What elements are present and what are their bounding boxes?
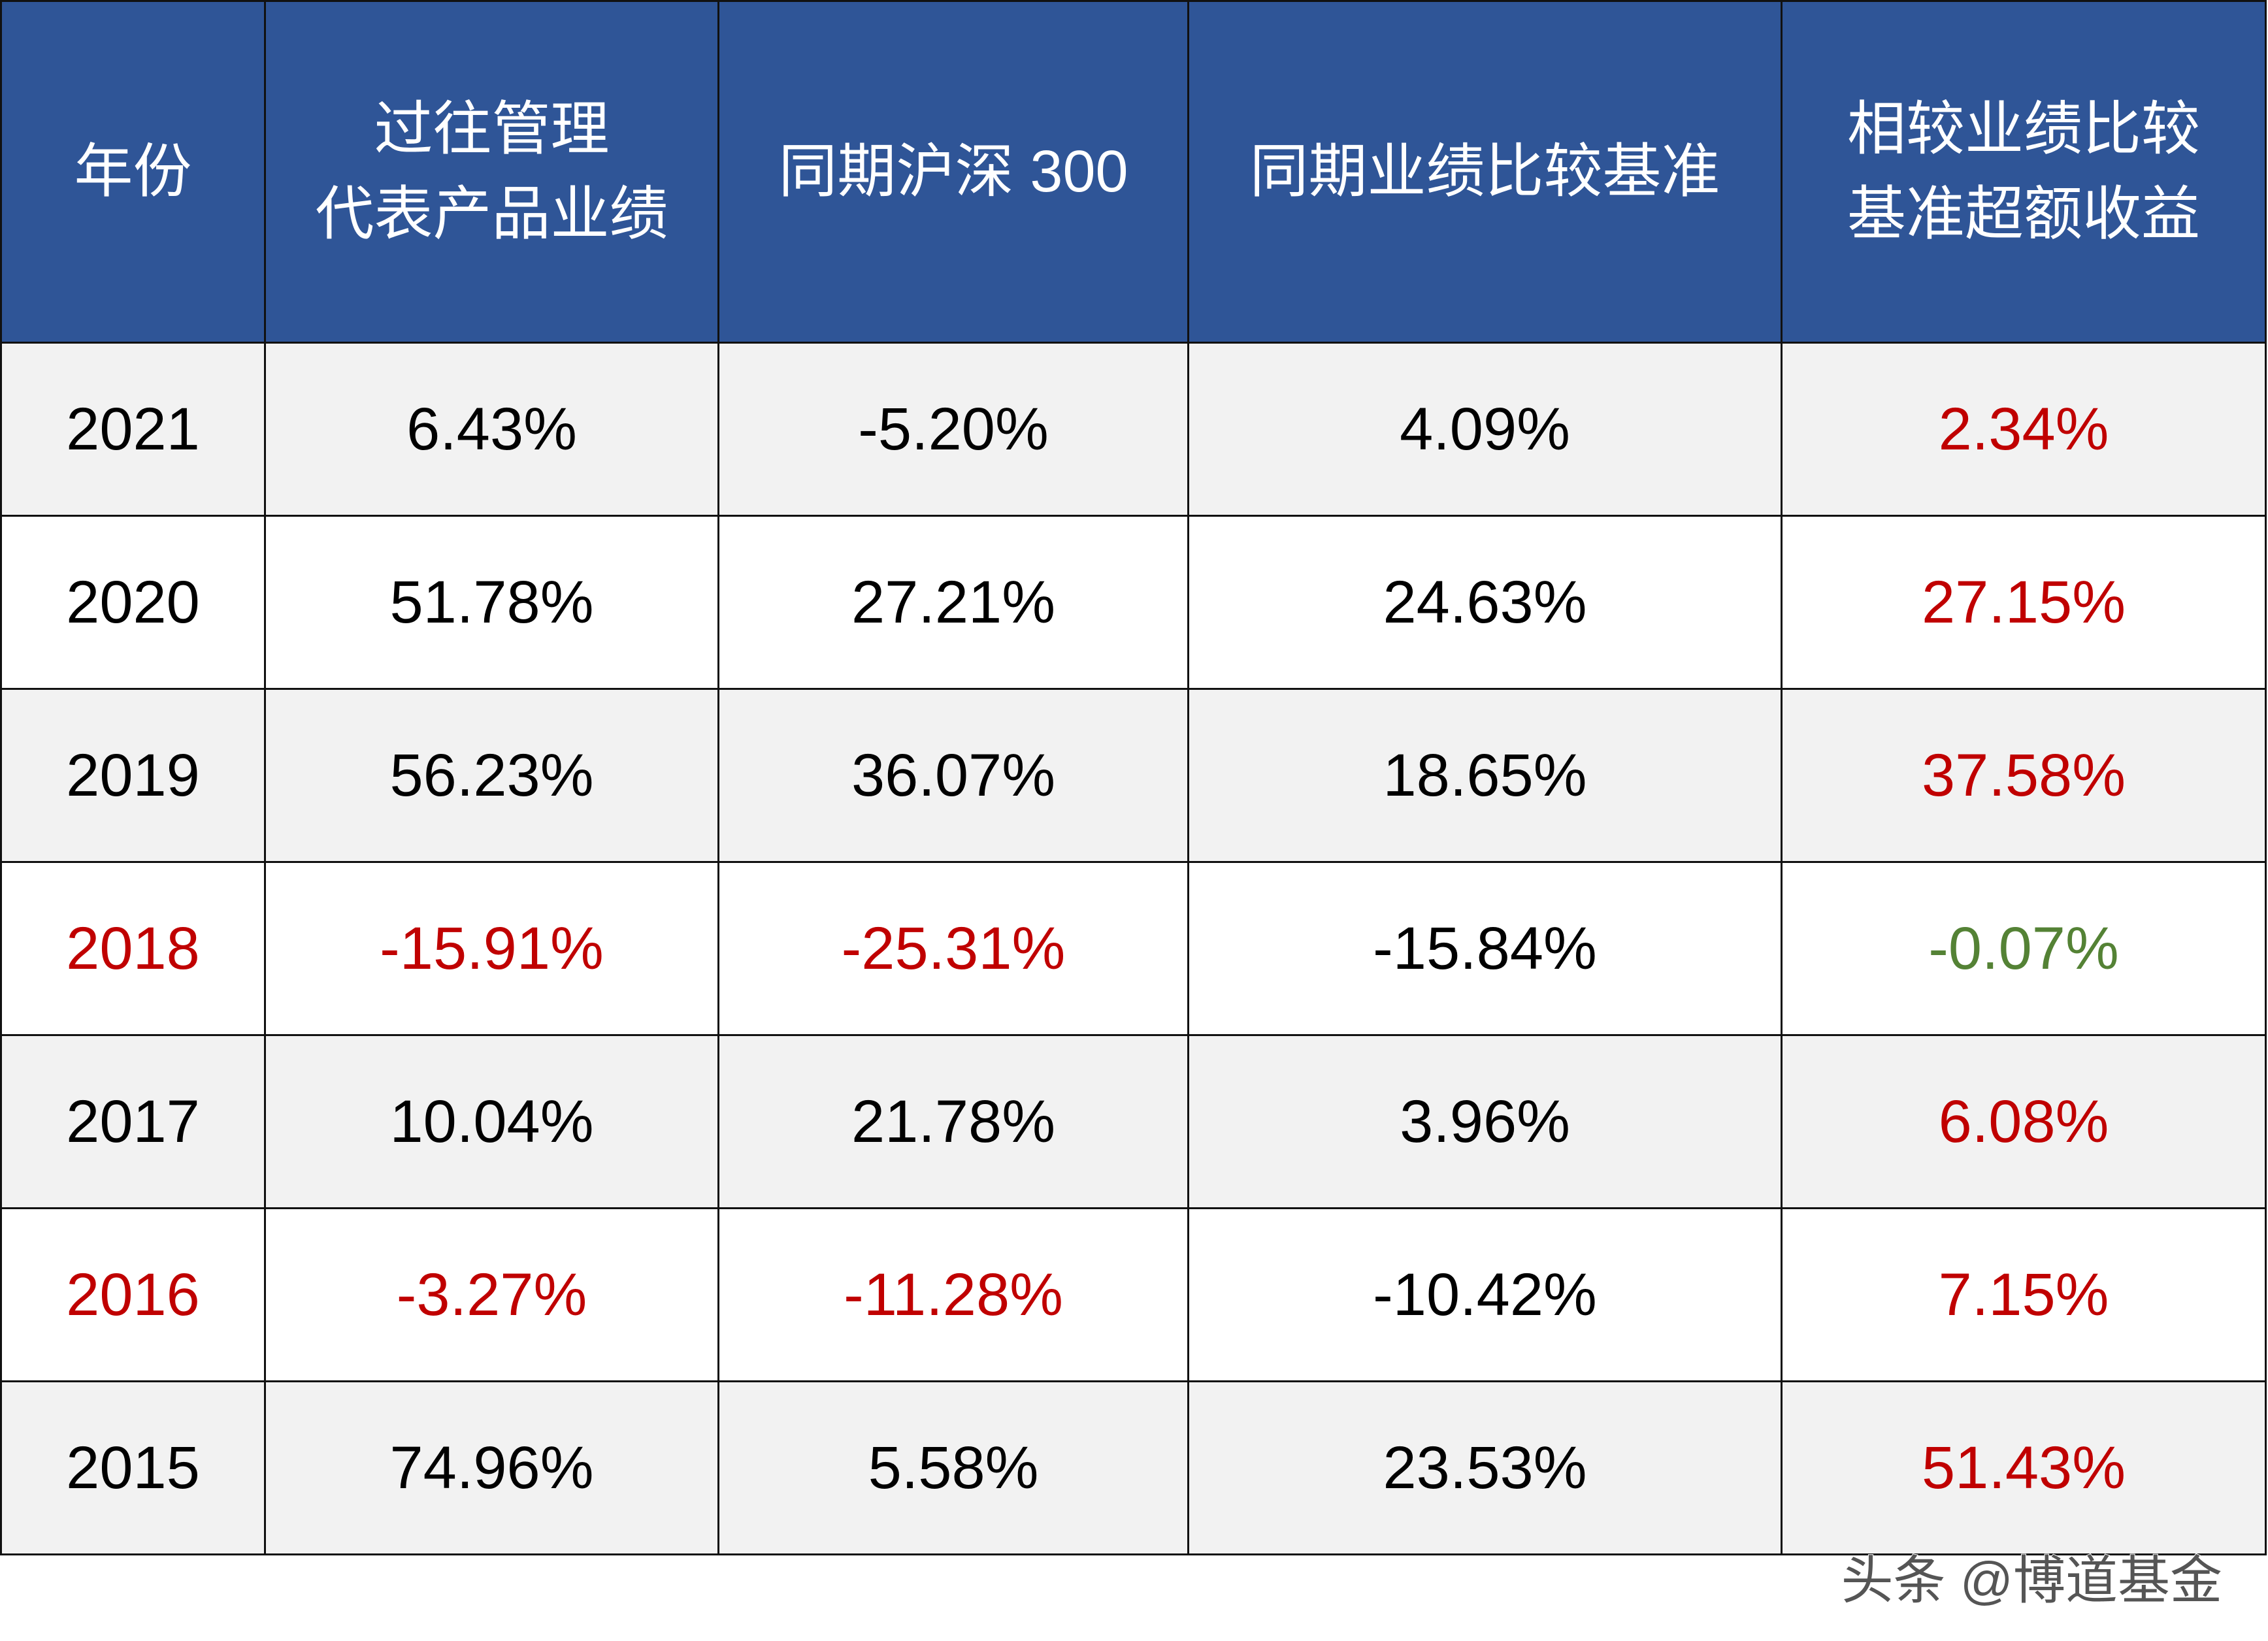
data-cell: 4.09%	[1187, 342, 1783, 517]
header-cell: 同期业绩比较基准	[1187, 0, 1783, 344]
data-cell: 74.96%	[264, 1380, 719, 1555]
data-cell: -0.07%	[1781, 861, 2267, 1036]
data-row: 2019 56.23% 36.07% 18.65% 37.58%	[0, 688, 2267, 863]
watermark: 头条 @博道基金	[1841, 1551, 2223, 1610]
data-row: 2018 -15.91% -25.31% -15.84% -0.07%	[0, 861, 2267, 1036]
data-cell: 5.58%	[717, 1380, 1189, 1555]
data-cell: -15.91%	[264, 861, 719, 1036]
data-cell: 51.78%	[264, 515, 719, 690]
data-cell: 2019	[0, 688, 266, 863]
data-cell: 56.23%	[264, 688, 719, 863]
data-cell: 7.15%	[1781, 1207, 2267, 1382]
data-cell: 2021	[0, 342, 266, 517]
data-cell: 6.08%	[1781, 1034, 2267, 1209]
data-row: 2020 51.78% 27.21% 24.63% 27.15%	[0, 515, 2267, 690]
header-line: 同期沪深 300	[778, 139, 1128, 204]
data-cell: 2016	[0, 1207, 266, 1382]
header-cell: 同期沪深 300	[717, 0, 1189, 344]
data-cell: 2020	[0, 515, 266, 690]
data-cell: 27.21%	[717, 515, 1189, 690]
data-cell: -25.31%	[717, 861, 1189, 1036]
header-cell: 过往管理代表产品业绩	[264, 0, 719, 344]
header-line: 年份	[74, 139, 192, 204]
data-cell: -15.84%	[1187, 861, 1783, 1036]
data-cell: 51.43%	[1781, 1380, 2267, 1555]
data-cell: -3.27%	[264, 1207, 719, 1382]
data-cell: 27.15%	[1781, 515, 2267, 690]
data-cell: -11.28%	[717, 1207, 1189, 1382]
header-line: 相较业绩比较	[1847, 97, 2200, 162]
data-cell: 2017	[0, 1034, 266, 1209]
data-cell: 10.04%	[264, 1034, 719, 1209]
data-cell: 24.63%	[1187, 515, 1783, 690]
data-row: 2017 10.04% 21.78% 3.96% 6.08%	[0, 1034, 2267, 1209]
data-cell: 6.43%	[264, 342, 719, 517]
data-cell: 18.65%	[1187, 688, 1783, 863]
header-line: 同期业绩比较基准	[1249, 139, 1720, 204]
data-row: 2021 6.43% -5.20% 4.09% 2.34%	[0, 342, 2267, 517]
data-cell: 23.53%	[1187, 1380, 1783, 1555]
header-row: 年份 过往管理 代表产品业绩 同期沪深 300 同期业绩比较基准 相较业绩比较 基准超额收益	[0, 0, 2267, 344]
data-cell: 2015	[0, 1380, 266, 1555]
data-cell: -5.20%	[717, 342, 1189, 517]
data-cell: 3.96%	[1187, 1034, 1783, 1209]
header-cell: 相较业绩比较 基准超额收益	[1781, 0, 2267, 344]
header-line: 基准超额收益	[1847, 182, 2200, 247]
performance-table: 年份 过往管理 代表产品业绩 同期沪深 300 同期业绩比较基准 相较业绩比较 基准超额收益…	[0, 0, 2267, 1555]
data-cell: 21.78%	[717, 1034, 1189, 1209]
data-cell: -10.42%	[1187, 1207, 1783, 1382]
header-cell: 年份	[0, 0, 266, 344]
data-row: 2016 -3.27% -11.28% -10.42% 7.15%	[0, 1207, 2267, 1382]
data-row: 2015 74.96% 5.58% 23.53% 51.43%	[0, 1380, 2267, 1555]
data-cell: 37.58%	[1781, 688, 2267, 863]
data-cell: 2.34%	[1781, 342, 2267, 517]
header-line: 过往管理	[374, 97, 610, 162]
data-cell: 36.07%	[717, 688, 1189, 863]
data-cell: 2018	[0, 861, 266, 1036]
header-line: 代表产品业绩	[315, 182, 668, 247]
